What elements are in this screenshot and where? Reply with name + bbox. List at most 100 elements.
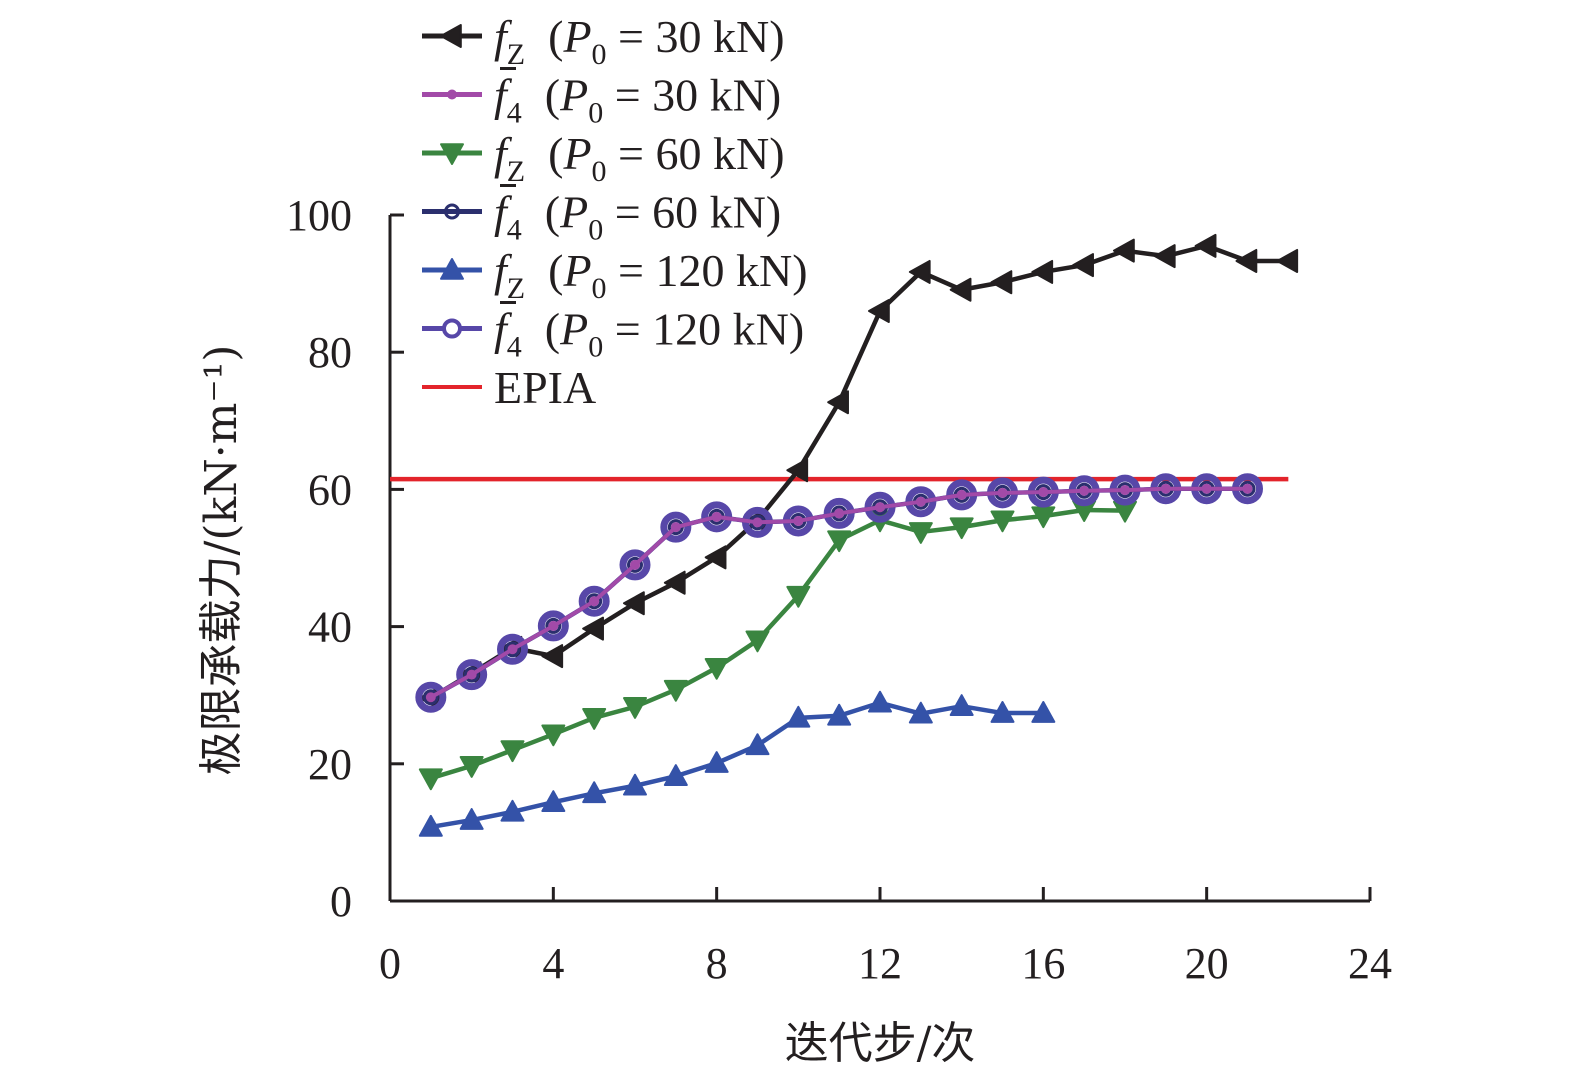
x-tick-label: 12 <box>858 939 902 988</box>
data-point <box>418 814 443 837</box>
legend-label: fZ (P0 = 30 kN) <box>494 11 785 71</box>
legend-rest: = 30 kN) <box>607 11 785 62</box>
data-point <box>868 690 892 713</box>
data-point <box>663 764 688 786</box>
data-point <box>711 511 722 522</box>
legend-marker <box>447 89 457 100</box>
data-point <box>537 610 569 642</box>
data-point <box>418 768 443 791</box>
legend-item: EPIA <box>422 362 596 413</box>
data-point <box>990 510 1015 533</box>
data-point <box>541 724 566 747</box>
data-point <box>1038 487 1049 498</box>
y-tick-label: 20 <box>308 740 352 789</box>
data-point <box>660 511 692 543</box>
data-point <box>1235 248 1258 273</box>
data-point <box>500 740 525 763</box>
data-point <box>745 630 770 653</box>
legend-paren: ( <box>545 304 560 355</box>
series-layer <box>390 233 1299 837</box>
data-point <box>619 549 651 581</box>
legend-subscript: Z <box>507 155 525 188</box>
data-point <box>1201 483 1212 494</box>
legend-space <box>522 187 545 238</box>
data-point <box>875 502 885 513</box>
data-point <box>1242 483 1253 494</box>
legend-item: fZ (P0 = 60 kN) <box>422 128 785 188</box>
data-point <box>459 808 484 830</box>
legend-subscript: Z <box>507 272 525 305</box>
data-point <box>949 517 974 540</box>
legend-p: P <box>559 187 588 238</box>
legend-rest: = 30 kN) <box>603 70 781 121</box>
data-point <box>582 708 607 730</box>
data-point <box>990 701 1015 723</box>
data-point <box>623 697 647 719</box>
legend-label: f4 (P0 = 30 kN) <box>494 70 781 130</box>
x-tick-label: 8 <box>706 939 728 988</box>
series-line <box>430 700 1044 830</box>
legend-p-subscript: 0 <box>592 155 607 188</box>
data-point <box>1160 483 1171 494</box>
legend-rest: = 120 kN) <box>603 304 804 355</box>
y-tick-label: 80 <box>308 328 352 377</box>
legend-item: f4 (P0 = 120 kN) <box>422 301 804 364</box>
legend: fZ (P0 = 30 kN)f4 (P0 = 30 kN)fZ (P0 = 6… <box>422 11 808 413</box>
data-point <box>704 657 729 680</box>
data-point <box>548 620 559 631</box>
series-f-4-p-0-30-kn- <box>425 483 1253 703</box>
data-point <box>1031 259 1054 284</box>
data-point <box>663 679 688 702</box>
y-tick-label: 0 <box>330 877 352 926</box>
y-tick-label: 60 <box>308 465 352 514</box>
legend-p: P <box>562 128 591 179</box>
legend-p-subscript: 0 <box>588 97 603 130</box>
legend-paren: ( <box>548 11 563 62</box>
data-point <box>908 701 933 724</box>
data-point <box>582 616 604 641</box>
legend-label: fZ (P0 = 60 kN) <box>494 128 785 188</box>
data-point <box>1194 233 1217 258</box>
legend-space <box>525 128 548 179</box>
legend-paren: ( <box>545 70 560 121</box>
legend-rest: = 120 kN) <box>607 245 808 296</box>
data-point <box>415 681 447 713</box>
legend-p-subscript: 0 <box>588 331 603 364</box>
data-point <box>868 299 890 324</box>
x-tick-label: 20 <box>1185 939 1229 988</box>
data-point <box>623 773 647 796</box>
legend-item: fZ (P0 = 30 kN) <box>422 11 785 71</box>
legend-marker <box>440 24 462 48</box>
legend-rest: = 60 kN) <box>607 128 785 179</box>
data-point <box>827 390 849 415</box>
legend-p: P <box>562 245 591 296</box>
legend-p-subscript: 0 <box>592 38 607 71</box>
data-point <box>745 733 770 756</box>
data-point <box>589 596 600 607</box>
legend-subscript: 4 <box>507 97 522 130</box>
data-point <box>997 487 1008 498</box>
legend-p: P <box>559 70 588 121</box>
series-line <box>430 507 1126 781</box>
data-point <box>949 694 974 716</box>
data-point <box>1120 485 1130 496</box>
data-point <box>827 703 852 726</box>
data-point <box>834 508 845 519</box>
data-point <box>915 496 926 507</box>
data-point <box>545 617 562 634</box>
data-point <box>908 259 931 284</box>
legend-label: f4 (P0 = 60 kN) <box>494 187 781 247</box>
data-point <box>786 585 811 608</box>
y-tick-label: 100 <box>286 191 352 240</box>
legend-subscript: 4 <box>507 214 522 247</box>
legend-space <box>525 11 548 62</box>
data-point <box>578 585 610 617</box>
data-point <box>1031 701 1056 723</box>
data-point <box>425 692 436 703</box>
data-point <box>1113 238 1135 263</box>
x-tick-label: 24 <box>1348 939 1392 988</box>
data-point <box>1072 253 1094 278</box>
legend-p: P <box>559 304 588 355</box>
data-point <box>793 515 804 526</box>
